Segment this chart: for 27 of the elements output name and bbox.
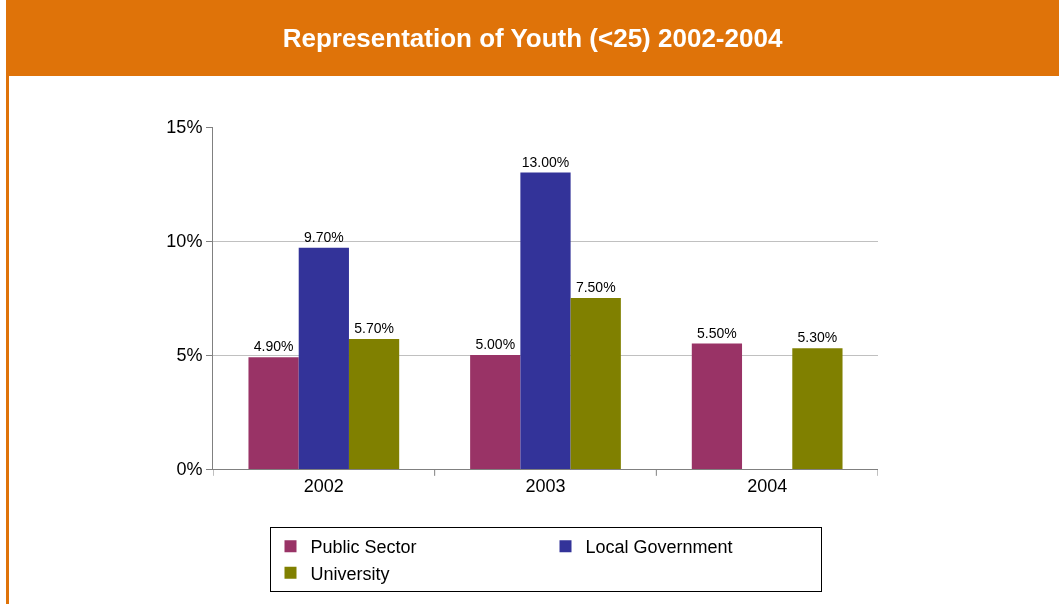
legend-label: Local Government: [585, 537, 733, 558]
bar: [520, 172, 571, 469]
x-tick-label: 2003: [525, 475, 566, 496]
chart-title: Representation of Youth (<25) 2002-2004: [6, 0, 1059, 76]
data-label: 9.70%: [303, 228, 344, 245]
data-label: 5.70%: [354, 320, 394, 337]
bar: [691, 343, 743, 469]
bar: [248, 357, 299, 469]
legend-label: Public Sector: [310, 537, 417, 558]
data-label: 5.00%: [475, 336, 516, 352]
bar: [570, 298, 621, 469]
x-tick-label: 2002: [303, 475, 344, 496]
data-label: 5.30%: [797, 329, 838, 346]
y-tick-label: 10%: [166, 231, 203, 252]
data-label: 5.50%: [697, 324, 737, 341]
y-tick-label: 5%: [176, 345, 203, 366]
bar: [298, 247, 349, 469]
legend-label: University: [310, 563, 390, 584]
bar: [348, 339, 400, 469]
bar: [792, 348, 843, 469]
y-tick-label: 0%: [176, 459, 203, 480]
y-tick-label: 15%: [166, 117, 203, 138]
bar: [470, 355, 521, 469]
data-label: 4.90%: [253, 338, 294, 355]
data-label: 13.00%: [521, 153, 570, 170]
x-tick-label: 2004: [747, 475, 788, 496]
data-label: 7.50%: [575, 279, 616, 295]
